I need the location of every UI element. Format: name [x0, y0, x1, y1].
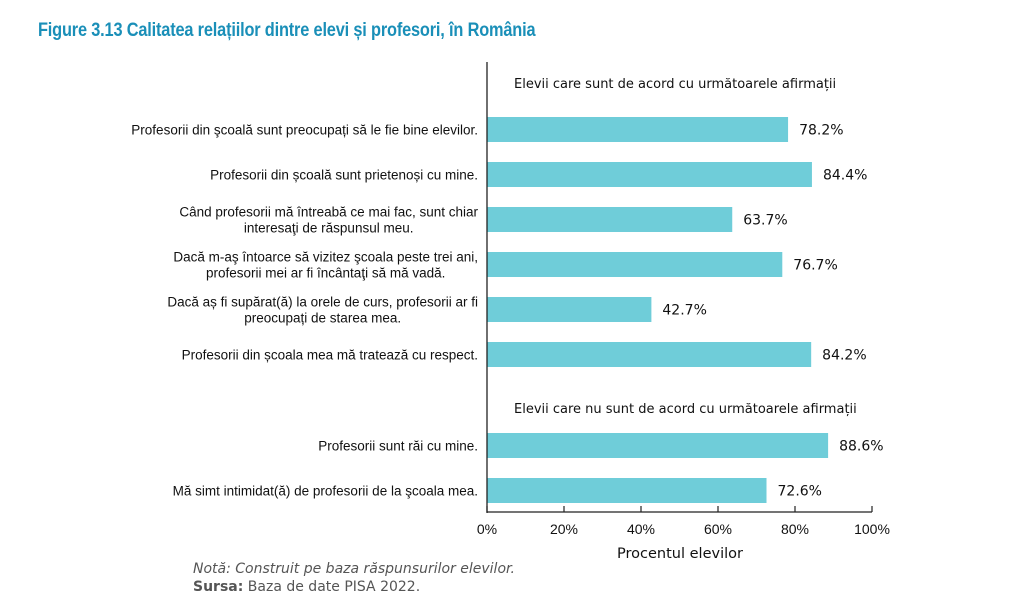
bar: [487, 342, 812, 367]
group-label: Elevii care nu sunt de acord cu următoar…: [514, 402, 857, 417]
figure-note: Notă: Construit pe baza răspunsurilor el…: [193, 560, 515, 596]
x-tick-label: 80%: [781, 521, 809, 537]
category-label: Profesorii din școală sunt prietenoși cu…: [210, 168, 478, 183]
x-tick-label: 0%: [477, 521, 497, 537]
x-tick-label: 100%: [854, 521, 890, 537]
category-label: Profesorii din şcoală sunt preocupați să…: [131, 123, 478, 138]
bar: [487, 297, 652, 322]
group-label: Elevii care sunt de acord cu următoarele…: [514, 77, 836, 92]
bars-layer: [487, 117, 829, 503]
x-tick-label: 60%: [704, 521, 732, 537]
source-line: Sursa: Baza de date PISA 2022.: [193, 578, 515, 596]
bar: [487, 252, 783, 277]
x-axis-title: Procentul elevilor: [617, 546, 743, 560]
source-text: Baza de date PISA 2022.: [243, 579, 421, 595]
x-ticks: 0% 20% 40% 60% 80% 100%: [477, 506, 890, 537]
category-label: Profesorii din școala mea mă tratează cu…: [182, 348, 478, 363]
bar-value-label: 84.2%: [822, 348, 866, 364]
bar-value-label: 72.6%: [778, 484, 822, 500]
bar-value-label: 42.7%: [662, 303, 706, 319]
category-label: Profesorii sunt răi cu mine.: [318, 439, 478, 454]
source-label: Sursa:: [193, 579, 244, 595]
category-label: Dacă m-aş întoarce să vizitez şcoala pes…: [173, 250, 478, 281]
bar: [487, 162, 812, 187]
category-label: Mă simt intimidat(ă) de profesorii de la…: [173, 484, 478, 499]
labels-layer: Elevii care sunt de acord cu următoarele…: [131, 77, 883, 500]
note-text: Notă: Construit pe baza răspunsurilor el…: [193, 561, 515, 577]
bar: [487, 478, 767, 503]
category-label: Dacă aș fi supărat(ă) la orele de curs, …: [167, 295, 478, 326]
x-tick-label: 40%: [627, 521, 655, 537]
bar-value-label: 78.2%: [799, 123, 843, 139]
figure-title: Figure 3.13 Calitatea relațiilor dintre …: [38, 20, 536, 41]
bar: [487, 207, 733, 232]
bar-chart: Elevii care sunt de acord cu următoarele…: [131, 62, 890, 560]
bar-value-label: 76.7%: [793, 258, 837, 274]
bar: [487, 117, 789, 142]
bar: [487, 433, 829, 458]
category-label: Când profesorii mă întreabă ce mai fac, …: [179, 205, 478, 236]
bar-value-label: 88.6%: [839, 439, 883, 455]
x-tick-label: 20%: [550, 521, 578, 537]
bar-value-label: 63.7%: [743, 213, 787, 229]
bar-value-label: 84.4%: [823, 168, 867, 184]
